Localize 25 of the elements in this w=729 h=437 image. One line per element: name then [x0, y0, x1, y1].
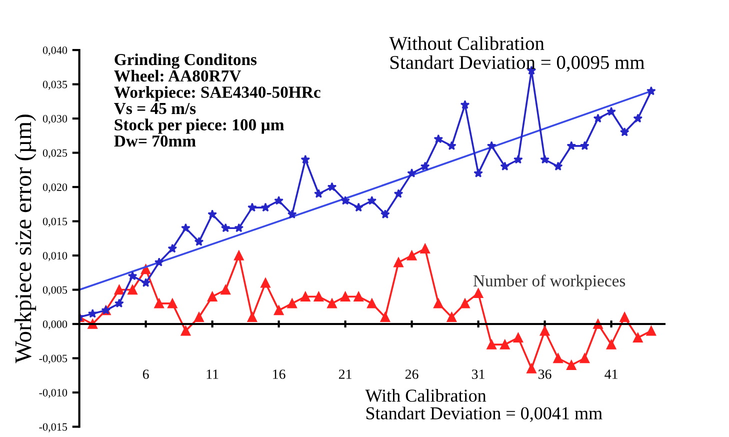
y-tick-label: 0,005: [42, 286, 68, 296]
x-tick-label: 31: [472, 370, 484, 379]
annotation: Grinding Conditons Wheel: AA80R7V Workpiece: SAE4340-50HRc Vs = 45 m/s Stock per piece: 100 µm Dw= 70mm: [114, 53, 320, 147]
x-tick-label: 21: [338, 370, 352, 379]
y-tick-label: -0,015: [39, 423, 68, 432]
y-tick-label: -0,005: [39, 354, 68, 364]
x-tick-label: 26: [405, 370, 418, 379]
x-tick-label: 16: [273, 370, 286, 379]
y-tick-label: 0,030: [42, 114, 68, 124]
x-tick-label: 6: [142, 370, 149, 379]
y-tick-label: -0,010: [39, 388, 68, 398]
annotation: Without Calibration Standart Deviation = 0,0095 mm: [389, 36, 644, 72]
x-tick-label: 36: [538, 370, 552, 379]
annotation: With Calibration Standart Deviation = 0,0041 mm: [365, 389, 602, 422]
y-axis-title: Workpiece size error (µm): [14, 114, 36, 364]
x-axis-title: Number of workpieces: [473, 274, 626, 290]
y-tick-label: 0,025: [42, 149, 68, 158]
y-tick-label: 0,040: [42, 46, 68, 56]
y-tick-label: 0,010: [42, 252, 68, 262]
y-tick-label: 0,015: [42, 218, 68, 227]
y-tick-label: 0,035: [42, 80, 68, 90]
y-tick-label: 0,000: [42, 320, 68, 330]
y-tick-label: 0,020: [42, 183, 68, 193]
x-tick-label: 11: [206, 370, 218, 379]
x-tick-label: 41: [604, 370, 618, 379]
